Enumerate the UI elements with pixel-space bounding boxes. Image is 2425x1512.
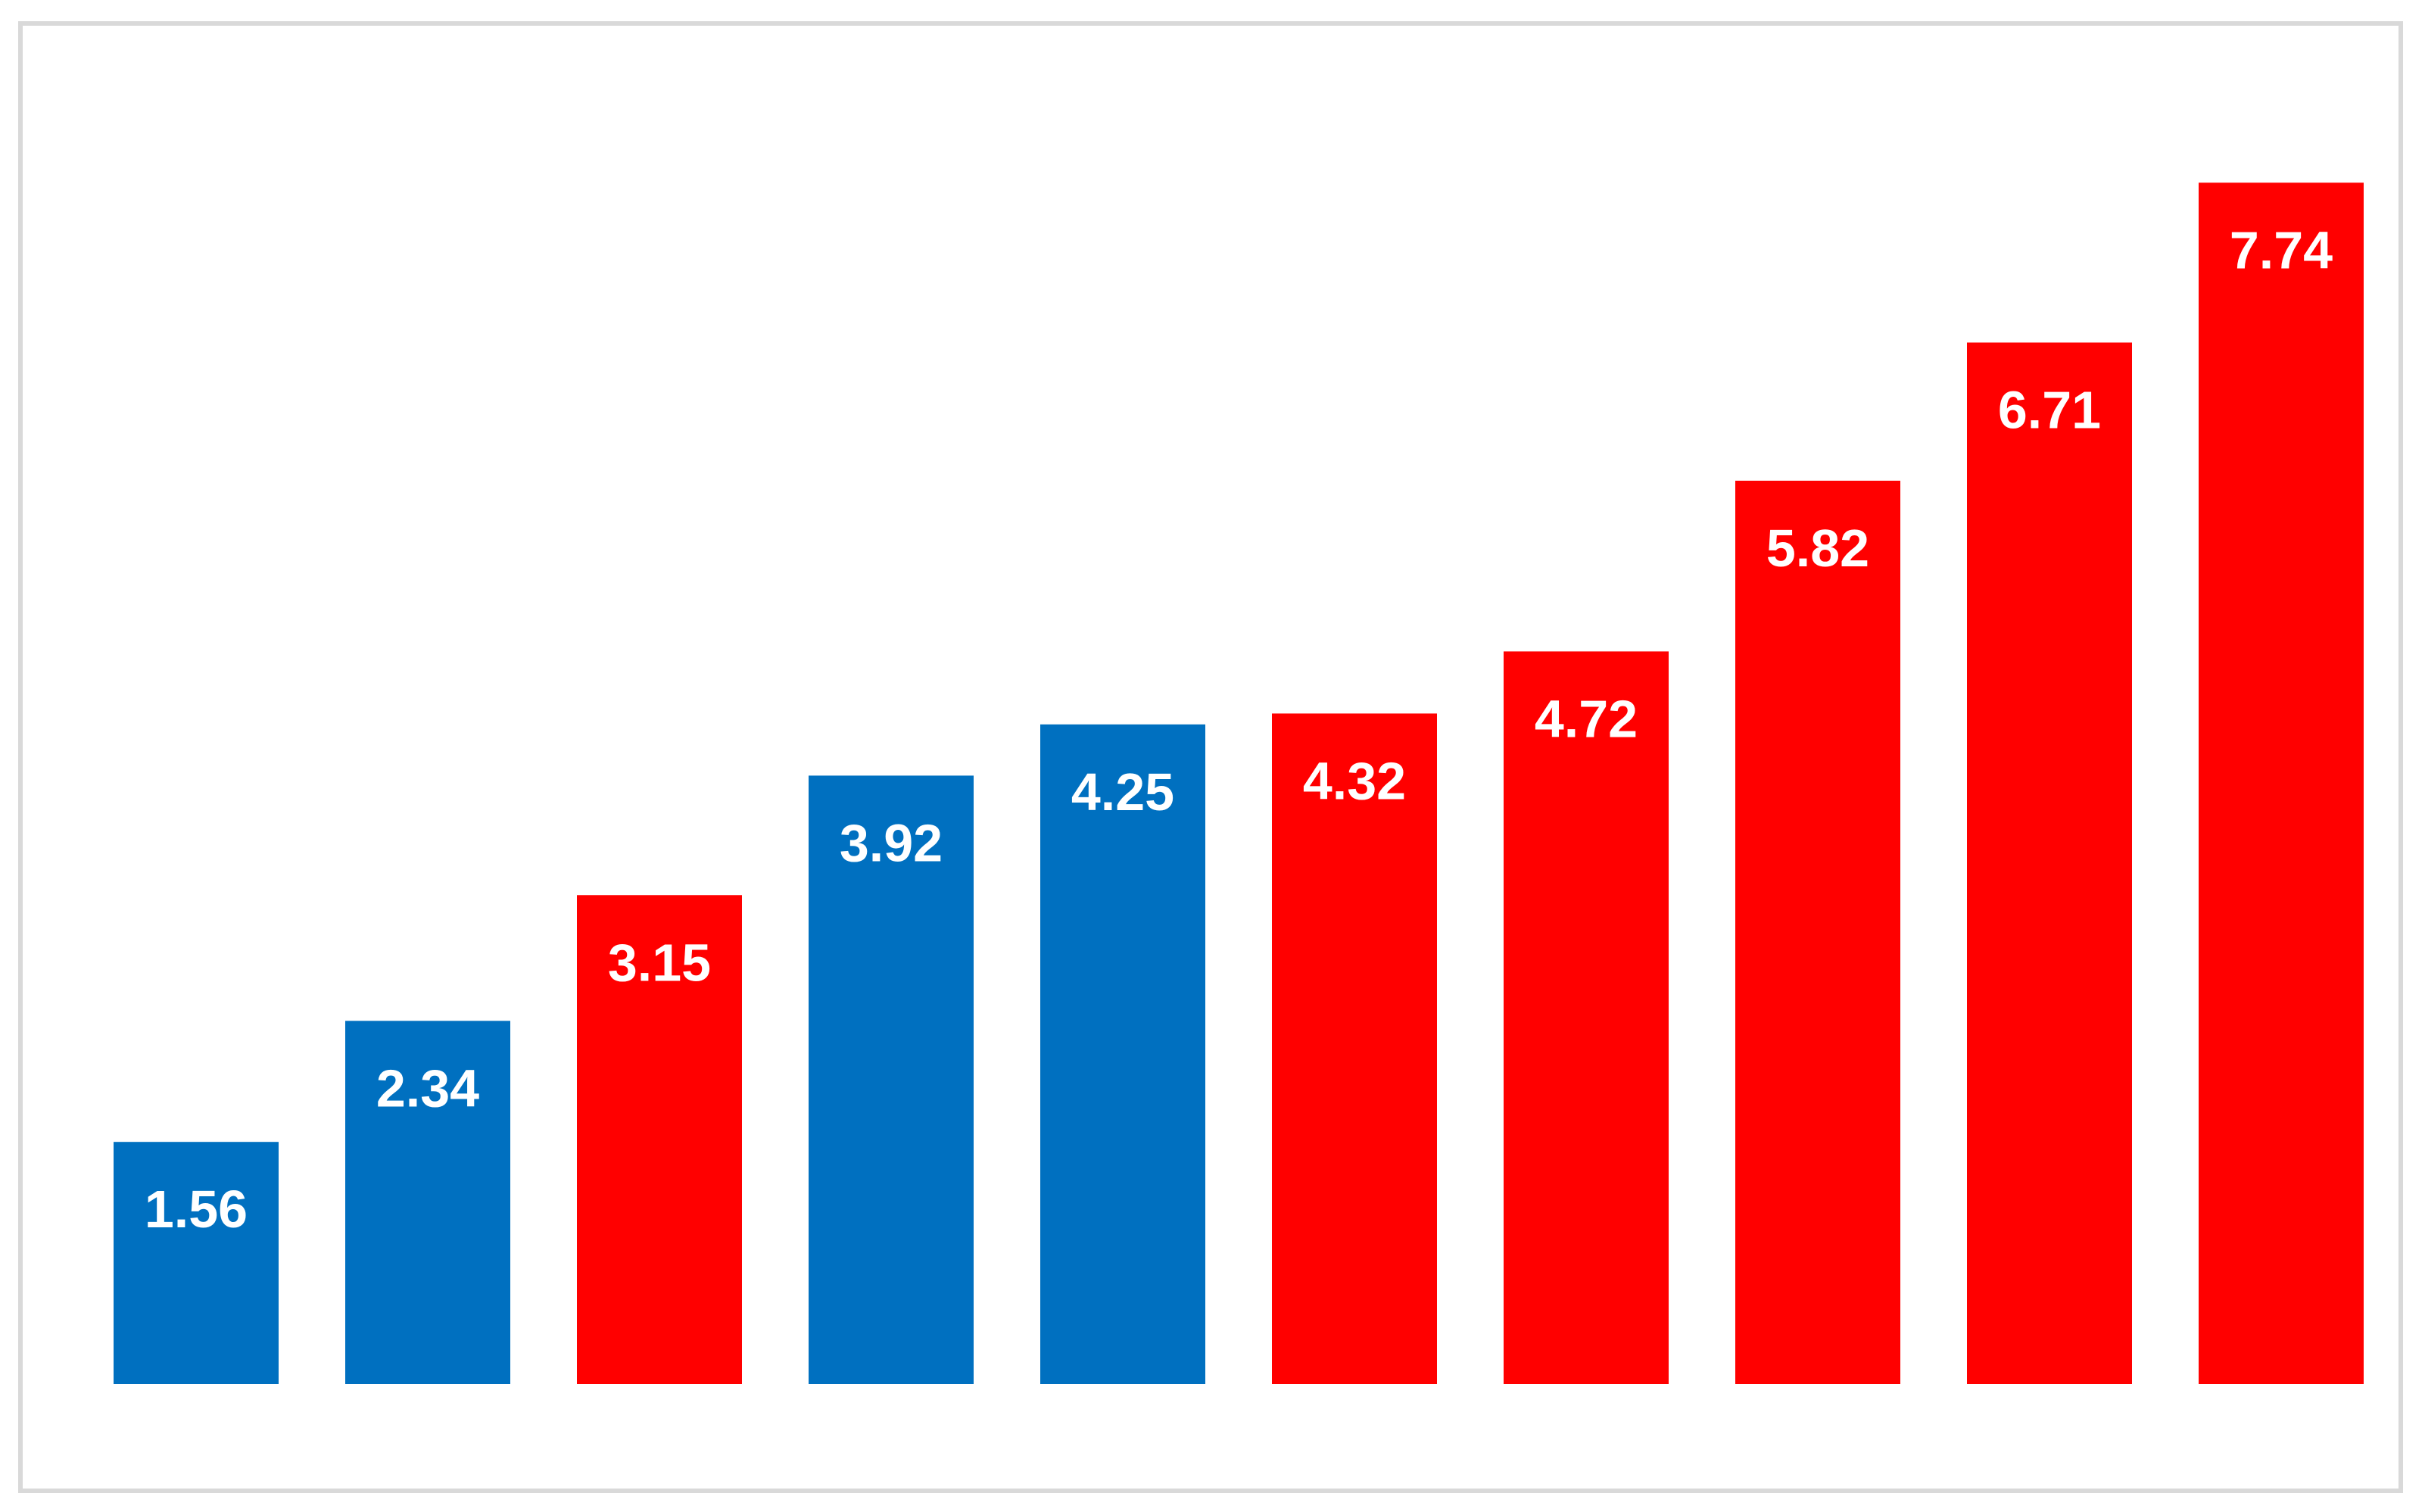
bar-6 bbox=[1272, 713, 1437, 1384]
bar-5 bbox=[1040, 724, 1205, 1384]
bar-value-label-5: 4.25 bbox=[1071, 762, 1174, 821]
bars-layer bbox=[114, 182, 2364, 1385]
bar-value-label-1: 1.56 bbox=[145, 1180, 248, 1239]
bar-8 bbox=[1735, 480, 1900, 1384]
bar-2 bbox=[345, 1021, 510, 1384]
bar-value-label-4: 3.92 bbox=[840, 813, 943, 872]
bar-value-label-10: 7.74 bbox=[2230, 220, 2333, 279]
labels-layer: 1.56 2.34 3.15 3.92 4.25 4.32 4.72 5.82 6.71 7.74 bbox=[145, 220, 2333, 1239]
bar-3 bbox=[577, 895, 742, 1384]
bar-value-label-2: 2.34 bbox=[376, 1058, 479, 1118]
bar-value-label-6: 4.32 bbox=[1303, 751, 1406, 810]
bar-value-label-3: 3.15 bbox=[608, 933, 711, 992]
bar-value-label-7: 4.72 bbox=[1535, 689, 1638, 748]
bar-value-label-9: 6.71 bbox=[1998, 380, 2101, 439]
bar-7 bbox=[1504, 651, 1669, 1384]
bar-1 bbox=[114, 1142, 279, 1384]
bar-4 bbox=[809, 775, 974, 1384]
bar-9 bbox=[1967, 342, 2132, 1385]
bar-10 bbox=[2199, 182, 2364, 1384]
bar-value-label-8: 5.82 bbox=[1766, 519, 1869, 578]
